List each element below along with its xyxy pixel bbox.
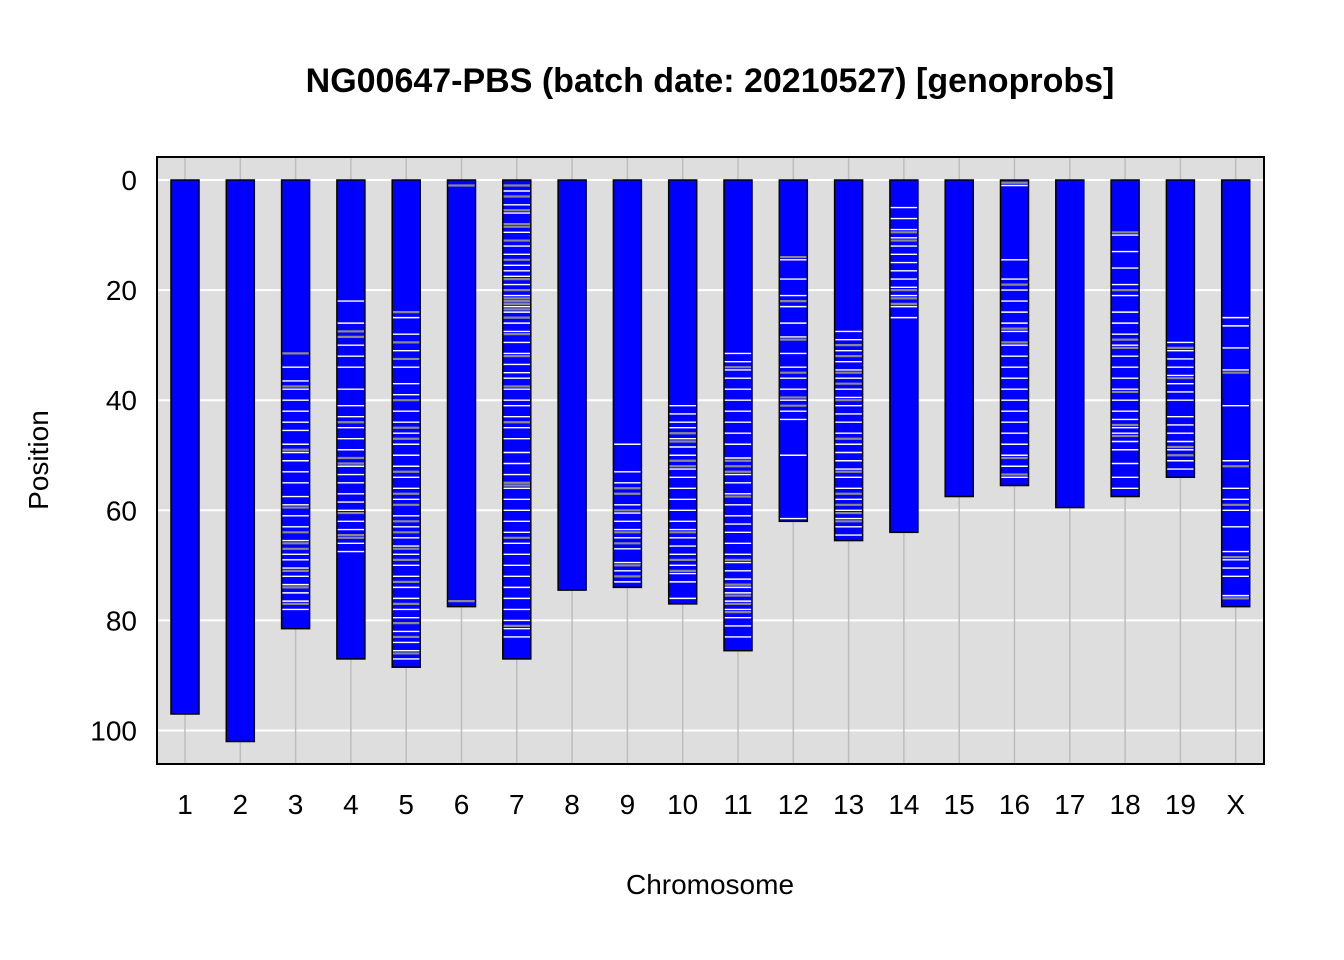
- chromosome-bar: [447, 180, 476, 607]
- x-tick-label: 7: [509, 789, 525, 820]
- chromosome-outline: [225, 179, 256, 743]
- chromosome-15: [944, 179, 974, 498]
- x-tick-label: 8: [564, 789, 580, 820]
- x-tick-label: 17: [1054, 789, 1085, 820]
- chromosome-bar: [1221, 180, 1250, 607]
- chromosome-outline: [1220, 179, 1251, 608]
- chromosome-outline: [778, 179, 809, 523]
- x-tick-label: 4: [343, 789, 359, 820]
- chromosome-outline: [723, 179, 753, 652]
- y-axis-label: Position: [23, 410, 54, 510]
- chromosome-X: [1220, 179, 1251, 608]
- chromosome-bars: [170, 179, 1251, 743]
- chromosome-outline: [446, 179, 477, 608]
- chromosome-bar: [613, 180, 642, 588]
- chromosome-bar: [336, 180, 365, 659]
- chromosome-bar: [668, 180, 697, 604]
- chromosome-9: [612, 179, 643, 589]
- chromosome-3: [280, 179, 311, 630]
- chromosome-bar: [779, 180, 808, 522]
- chromosome-bar: [226, 180, 255, 742]
- chromosome-outline: [612, 179, 643, 589]
- chromosome-8: [557, 179, 587, 591]
- x-tick-label: 10: [667, 789, 698, 820]
- chromosome-bar: [558, 180, 587, 591]
- y-tick-label: 40: [106, 385, 137, 416]
- chromosome-outline: [999, 179, 1030, 487]
- x-tick-label: 19: [1165, 789, 1196, 820]
- x-tick-label: 18: [1110, 789, 1141, 820]
- chromosome-18: [1110, 179, 1140, 498]
- x-tick-label: 12: [778, 789, 809, 820]
- x-tick-label: 11: [723, 789, 752, 820]
- chromosome-bar: [834, 180, 863, 541]
- chromosome-bar: [724, 180, 752, 651]
- x-axis-label: Chromosome: [626, 869, 794, 900]
- chromosome-6: [446, 179, 477, 608]
- chromosome-outline: [889, 179, 919, 534]
- chromosome-11: [723, 179, 753, 652]
- chromosome-bar: [1000, 180, 1029, 486]
- x-tick-label: 9: [620, 789, 636, 820]
- plot-panel: [157, 157, 1264, 764]
- chromosome-13: [833, 179, 864, 542]
- chromosome-12: [778, 179, 809, 523]
- chromosome-outline: [336, 179, 366, 660]
- chromosome-bar: [1166, 180, 1195, 478]
- x-tick-label: 2: [233, 789, 249, 820]
- chromosome-outline: [1110, 179, 1140, 498]
- chromosome-19: [1165, 179, 1196, 479]
- chromosome-bar: [889, 180, 918, 533]
- plot-border: [156, 156, 1265, 765]
- y-axis-ticks: 0 20 40 60 80 100: [90, 165, 137, 747]
- x-tick-label: 1: [177, 789, 193, 820]
- chromosome-bar: [171, 180, 199, 714]
- chromosome-17: [1055, 179, 1085, 509]
- chromosome-bar: [281, 180, 310, 629]
- chromosome-14: [889, 179, 919, 534]
- chromosome-outline: [1055, 179, 1085, 509]
- chromosome-4: [336, 179, 366, 660]
- chromosome-outline: [1165, 179, 1196, 479]
- chromosome-bar: [1055, 180, 1084, 508]
- chromosome-outline: [557, 179, 587, 591]
- chromosome-outline: [391, 179, 421, 668]
- chart-title: NG00647-PBS (batch date: 20210527) [geno…: [306, 62, 1115, 100]
- chromosome-2: [225, 179, 256, 743]
- x-tick-label: 6: [454, 789, 470, 820]
- y-tick-label: 80: [106, 605, 137, 636]
- x-tick-label: 5: [398, 789, 414, 820]
- chromosome-16: [999, 179, 1030, 487]
- chromosome-outline: [502, 179, 532, 660]
- chromosome-5: [391, 179, 421, 668]
- chromosome-outline: [667, 179, 698, 605]
- y-tick-label: 100: [90, 716, 137, 747]
- x-tick-label: 13: [833, 789, 864, 820]
- x-axis-ticks: 1 2 3 4 5 6 7 8 9 10 11 12 13 14 15 16 17 18 19 X: [177, 789, 1245, 820]
- x-tick-label: 3: [288, 789, 304, 820]
- chromosome-outline: [833, 179, 864, 542]
- chromosome-outline: [944, 179, 974, 498]
- x-tick-label: 16: [999, 789, 1030, 820]
- chromosome-outline: [170, 179, 200, 715]
- chromosome-7: [502, 179, 532, 660]
- x-tick-label: 15: [944, 789, 975, 820]
- x-tick-label: X: [1226, 789, 1245, 820]
- chromosome-bar: [945, 180, 974, 497]
- x-tick-label: 14: [888, 789, 919, 820]
- chromosome-outline: [280, 179, 311, 630]
- chromosome-1: [170, 179, 200, 715]
- chromosome-bar: [392, 180, 421, 668]
- y-tick-label: 60: [106, 495, 137, 526]
- chromosome-10: [667, 179, 698, 605]
- y-tick-label: 0: [121, 165, 137, 196]
- y-tick-label: 20: [106, 275, 137, 306]
